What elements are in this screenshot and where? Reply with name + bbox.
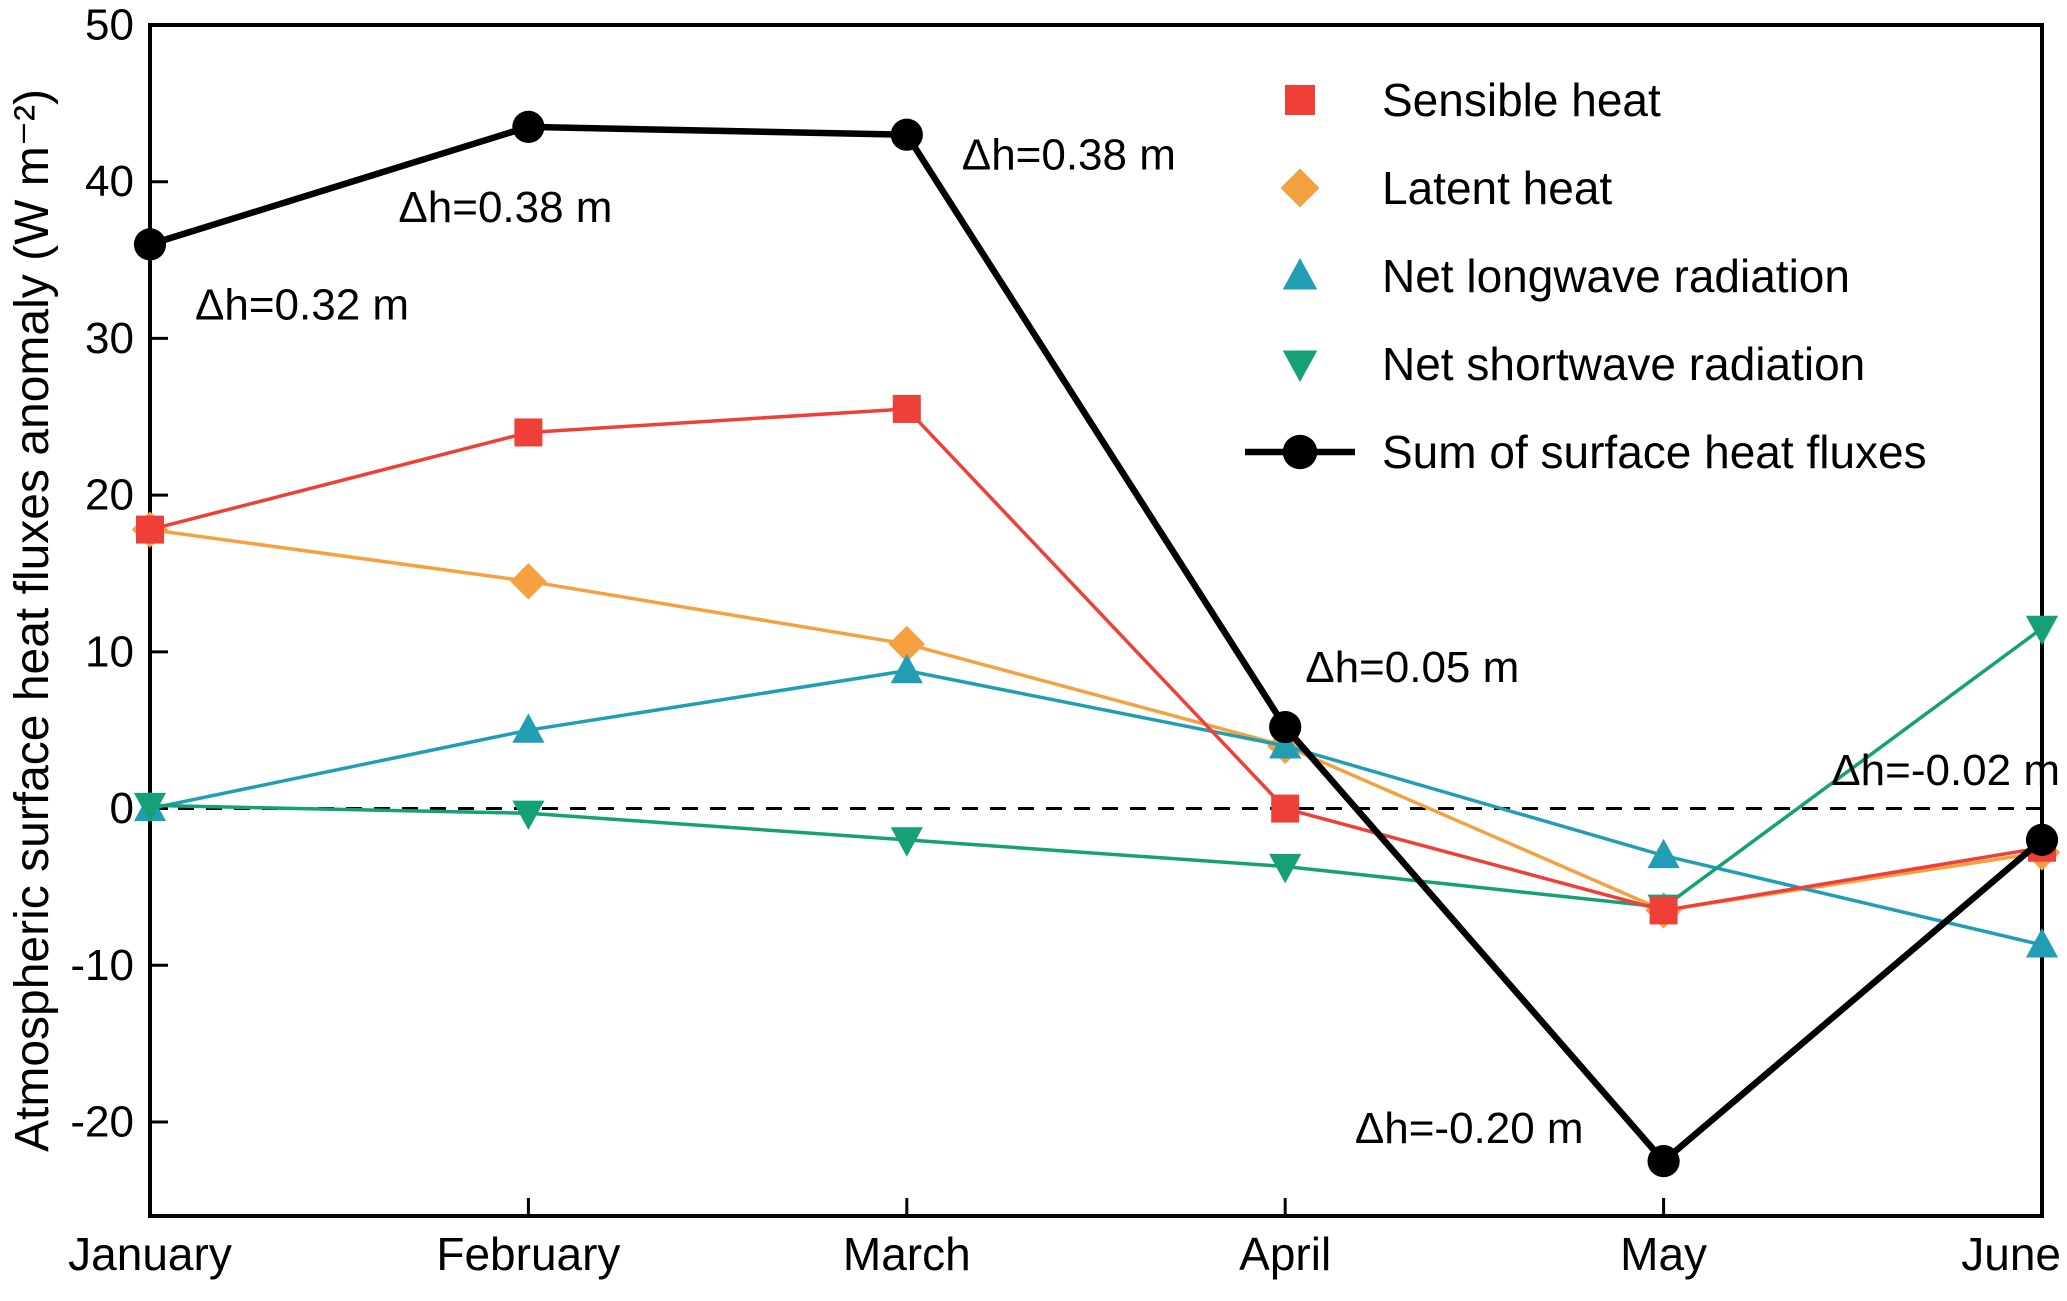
series-latent-heat [131, 511, 2061, 929]
triangle-up-marker [1647, 838, 1680, 869]
legend-triangle-up-marker [1282, 258, 1318, 290]
legend-item-latent-heat: Latent heat [1280, 162, 1612, 214]
y-tick-label: -10 [70, 941, 134, 990]
triangle-up-marker [512, 713, 545, 743]
triangle-up-marker [890, 653, 923, 684]
legend-item-sum-of-surface-heat-fluxes: Sum of surface heat fluxes [1245, 426, 1927, 478]
legend-item-net-longwave-radiation: Net longwave radiation [1282, 250, 1850, 302]
triangle-down-marker [512, 800, 545, 831]
square-marker [136, 515, 164, 544]
square-marker [514, 418, 543, 447]
delta-h-annotation: Δh=-0.02 m [1831, 746, 2060, 795]
x-tick-label: April [1239, 1228, 1331, 1280]
y-tick-label: 20 [85, 471, 134, 520]
x-tick-label: January [68, 1228, 232, 1280]
legend-label: Sensible heat [1382, 74, 1661, 126]
x-tick-label: May [1620, 1228, 1707, 1280]
circle-marker [512, 110, 545, 143]
square-marker [892, 394, 921, 423]
square-marker [1649, 896, 1678, 925]
y-tick-label: -20 [70, 1097, 134, 1146]
legend-label: Latent heat [1382, 162, 1612, 214]
triangle-up-marker [1269, 729, 1302, 759]
legend-square-marker [1285, 85, 1315, 115]
square-marker [1271, 794, 1300, 823]
circle-marker [2025, 823, 2059, 856]
circle-marker [890, 118, 923, 151]
y-tick-label: 30 [85, 314, 134, 363]
x-tick-label: February [436, 1228, 620, 1280]
legend-triangle-down-marker [1282, 350, 1318, 382]
legend-item-net-shortwave-radiation: Net shortwave radiation [1282, 338, 1865, 390]
series-net-longwave-radiation [133, 653, 2059, 958]
diamond-marker [510, 563, 547, 600]
legend-circle-marker [1282, 434, 1318, 470]
annotations: Δh=0.32 m Δh=0.38 m Δh=0.38 m Δh=0.05 m Δh=-… [195, 131, 2060, 1153]
delta-h-annotation: Δh=0.32 m [195, 280, 409, 329]
delta-h-annotation: Δh=0.05 m [1305, 643, 1519, 692]
series-net-shortwave-radiation [133, 615, 2059, 925]
series-line [148, 626, 2044, 910]
legend-item-sensible-heat: Sensible heat [1285, 74, 1661, 126]
triangle-down-marker [2025, 615, 2059, 646]
y-tick-label: 10 [85, 627, 134, 676]
axes: -20 -10 0 10 20 30 40 50 January February March Apr… [68, 1, 2061, 1281]
legend-label: Sum of surface heat fluxes [1382, 426, 1927, 478]
series-line [146, 123, 2046, 1165]
series-line [148, 407, 2044, 913]
x-tick-label: June [1961, 1228, 2061, 1280]
legend: Sensible heat Latent heat Net longwave rad… [1245, 74, 1927, 478]
triangle-down-marker [890, 827, 923, 857]
circle-marker [1269, 710, 1302, 744]
circle-marker [133, 228, 167, 261]
y-axis-label: Atmospheric surface heat fluxes anomaly … [6, 89, 59, 1152]
delta-h-annotation: Δh=-0.20 m [1355, 1104, 1584, 1153]
legend-diamond-marker [1280, 168, 1320, 208]
diamond-marker [888, 625, 925, 663]
series-line [148, 668, 2044, 947]
series-sum-of-surface-heat-fluxes [133, 110, 2059, 1178]
y-tick-label: 50 [85, 1, 134, 50]
x-tick-label: March [843, 1228, 971, 1280]
triangle-down-marker [1269, 853, 1302, 884]
legend-label: Net longwave radiation [1382, 250, 1850, 302]
circle-marker [1647, 1145, 1680, 1178]
delta-h-annotation: Δh=0.38 m [398, 183, 612, 232]
y-tick-label: 0 [110, 784, 134, 833]
y-tick-label: 40 [85, 157, 134, 206]
delta-h-annotation: Δh=0.38 m [962, 131, 1176, 180]
triangle-down-marker [133, 792, 167, 823]
triangle-up-marker [2025, 928, 2059, 958]
legend-label: Net shortwave radiation [1382, 338, 1865, 390]
